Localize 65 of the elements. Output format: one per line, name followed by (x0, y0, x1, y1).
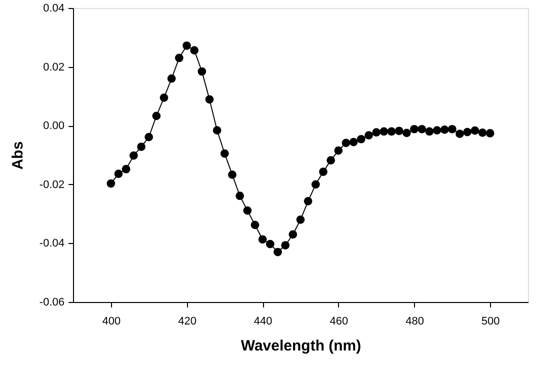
x-tick-label: 400 (102, 316, 121, 328)
point (364, 131, 373, 140)
point (372, 128, 381, 137)
y-axis-title: Abs (9, 141, 26, 170)
point (418, 124, 426, 134)
point (205, 95, 214, 104)
x-tick-label: 480 (406, 316, 424, 328)
point (137, 142, 146, 151)
point (342, 138, 350, 148)
point (486, 129, 494, 138)
point (274, 248, 282, 256)
point (478, 128, 487, 137)
point (190, 46, 199, 55)
point (160, 93, 168, 102)
point (106, 179, 116, 188)
point (356, 134, 366, 144)
y-tick-label: 0.00 (43, 120, 64, 132)
x-tick-label: 420 (178, 316, 196, 328)
point (448, 124, 456, 134)
point (129, 151, 138, 160)
point (258, 235, 267, 244)
point (326, 156, 336, 164)
y-tick-label: 0.04 (43, 2, 64, 14)
point (212, 126, 222, 134)
point (220, 149, 229, 158)
point (167, 74, 176, 83)
point (281, 241, 290, 250)
x-tick-label: 500 (481, 316, 500, 328)
y-tick-label: -0.04 (39, 238, 64, 250)
point (152, 112, 161, 120)
x-tick-label: 460 (330, 316, 348, 328)
point (304, 196, 312, 206)
point (432, 126, 442, 134)
x-axis-title: Wavelength (nm) (240, 338, 362, 354)
point (243, 206, 252, 215)
point (236, 192, 244, 200)
y-tick-label: -0.02 (39, 178, 64, 191)
point (122, 164, 130, 174)
point (311, 180, 320, 189)
point (470, 126, 480, 135)
point (456, 130, 464, 138)
point (319, 168, 328, 176)
point (425, 127, 434, 136)
point (394, 126, 404, 136)
y-tick-label: -0.06 (39, 296, 64, 308)
y-tick-label: 0.02 (43, 61, 64, 74)
point (463, 128, 472, 136)
point (380, 127, 388, 136)
point (349, 138, 358, 146)
point (182, 41, 191, 50)
x-tick-label: 440 (254, 316, 272, 328)
point (410, 124, 418, 134)
point (198, 67, 206, 76)
point (114, 170, 123, 178)
point (334, 146, 343, 155)
point (387, 127, 396, 136)
point (288, 230, 298, 239)
point (296, 216, 305, 224)
point (440, 126, 449, 134)
point (266, 240, 274, 248)
point (250, 220, 260, 230)
point (174, 54, 184, 62)
point (144, 132, 154, 142)
point (228, 170, 236, 179)
point (402, 128, 411, 138)
